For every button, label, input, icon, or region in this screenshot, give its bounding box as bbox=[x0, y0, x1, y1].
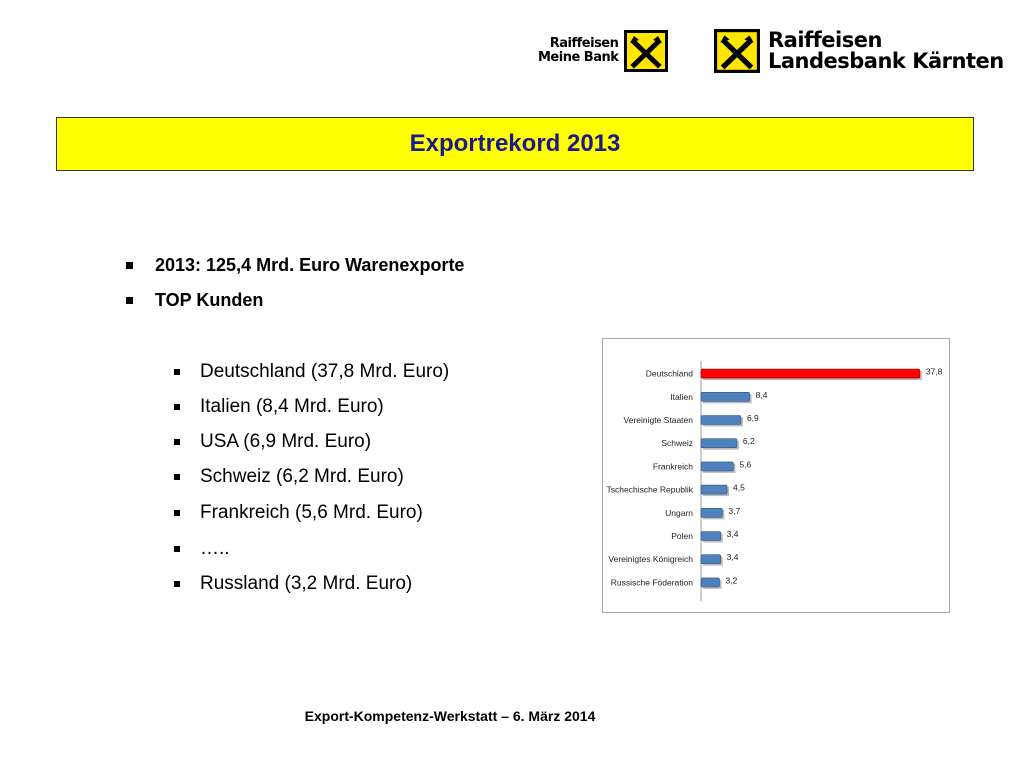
chart-bar bbox=[700, 391, 750, 402]
sub-bullet-item: Schweiz (6,2 Mrd. Euro) bbox=[174, 466, 404, 488]
chart-value-label: 3,4 bbox=[727, 552, 739, 562]
sub-bullet-item: ….. bbox=[174, 538, 230, 560]
chart-value-label: 8,4 bbox=[756, 390, 768, 400]
chart-bar bbox=[700, 554, 721, 564]
chart-bar bbox=[700, 415, 742, 425]
chart-bar bbox=[700, 438, 738, 448]
chart-category-label: Polen bbox=[671, 531, 693, 541]
bullet-square-icon bbox=[174, 404, 180, 410]
raiffeisen-gable-cross-icon bbox=[624, 30, 669, 72]
logo-text-meine-bank: Raiffeisen Meine Bank bbox=[538, 36, 619, 65]
chart-category-label: Schweiz bbox=[661, 438, 693, 448]
logo-right-line1: Raiffeisen bbox=[768, 28, 882, 52]
logo-raiffeisen-landesbank-kaernten: Raiffeisen Landesbank Kärnten bbox=[714, 28, 1004, 74]
chart-category-label: Vereinigtes Königreich bbox=[608, 554, 693, 564]
chart-value-label: 4,5 bbox=[733, 483, 745, 493]
sub-bullet-text: USA (6,9 Mrd. Euro) bbox=[200, 431, 372, 452]
chart-value-label: 3,2 bbox=[726, 575, 738, 585]
sub-bullet-text: Deutschland (37,8 Mrd. Euro) bbox=[200, 361, 450, 382]
chart-bar bbox=[700, 508, 723, 518]
sub-bullet-text: Italien (8,4 Mrd. Euro) bbox=[200, 396, 384, 417]
bullet-square-icon bbox=[174, 439, 180, 445]
logo-text-landesbank: Raiffeisen Landesbank Kärnten bbox=[768, 30, 1004, 72]
chart-category-label: Tschechische Republik bbox=[607, 485, 694, 495]
chart-category-label: Italien bbox=[670, 392, 693, 402]
sub-bullet-item: USA (6,9 Mrd. Euro) bbox=[174, 431, 371, 453]
chart-value-label: 6,2 bbox=[743, 436, 755, 446]
logo-right-line2: Landesbank Kärnten bbox=[768, 49, 1004, 73]
sub-bullet-item: Italien (8,4 Mrd. Euro) bbox=[174, 396, 384, 418]
logo-left-line1: Raiffeisen bbox=[549, 36, 619, 51]
sub-bullet-item: Frankreich (5,6 Mrd. Euro) bbox=[174, 502, 423, 524]
chart-category-label: Russische Föderation bbox=[611, 577, 693, 587]
sub-bullet-item: Deutschland (37,8 Mrd. Euro) bbox=[174, 361, 449, 383]
title-bar: Exportrekord 2013 bbox=[56, 117, 974, 171]
chart-bar bbox=[700, 531, 721, 541]
chart-bar bbox=[700, 484, 728, 495]
sub-bullet-text: Schweiz (6,2 Mrd. Euro) bbox=[200, 466, 404, 487]
raiffeisen-gable-cross-icon bbox=[714, 29, 760, 73]
bullet-square-icon bbox=[174, 474, 180, 480]
bullet-square-icon bbox=[174, 581, 180, 587]
chart-bars: Deutschland 37,8 Italien 8,4 Vereinigte Staa… bbox=[607, 367, 943, 589]
bullet-square-icon bbox=[174, 510, 180, 516]
logo-raiffeisen-meine-bank: Raiffeisen Meine Bank bbox=[538, 30, 669, 72]
export-chart: Deutschland 37,8 Italien 8,4 Vereinigte Staa… bbox=[602, 338, 950, 613]
chart-value-label: 3,4 bbox=[727, 529, 739, 539]
logo-left-line2: Meine Bank bbox=[538, 50, 619, 65]
chart-value-label: 3,7 bbox=[728, 506, 740, 516]
footer-text: Export-Kompetenz-Werkstatt – 6. März 201… bbox=[304, 708, 596, 724]
sub-bullet-item: Russland (3,2 Mrd. Euro) bbox=[174, 573, 412, 595]
bullet-square-icon bbox=[126, 262, 133, 269]
chart-bar bbox=[700, 368, 921, 379]
chart-value-label: 6,9 bbox=[747, 413, 759, 423]
chart-category-label: Ungarn bbox=[665, 508, 693, 518]
bullet-item: 2013: 125,4 Mrd. Euro Warenexporte bbox=[126, 255, 464, 276]
sub-bullet-text: Russland (3,2 Mrd. Euro) bbox=[200, 573, 413, 594]
page-title: Exportrekord 2013 bbox=[409, 130, 621, 157]
chart-value-label: 37,8 bbox=[926, 367, 943, 377]
chart-category-label: Deutschland bbox=[646, 369, 694, 379]
bullet-text: TOP Kunden bbox=[155, 290, 264, 310]
chart-category-label: Vereinigte Staaten bbox=[624, 415, 694, 425]
chart-svg: Deutschland 37,8 Italien 8,4 Vereinigte Staa… bbox=[607, 361, 943, 601]
chart-category-label: Frankreich bbox=[653, 461, 693, 471]
sub-bullet-text: ….. bbox=[200, 538, 230, 559]
chart-bar bbox=[700, 577, 720, 588]
sub-bullet-text: Frankreich (5,6 Mrd. Euro) bbox=[200, 502, 423, 523]
bullet-square-icon bbox=[174, 546, 180, 552]
chart-value-label: 5,6 bbox=[739, 459, 751, 469]
bullet-square-icon bbox=[174, 369, 180, 375]
bullet-text: 2013: 125,4 Mrd. Euro Warenexporte bbox=[155, 255, 465, 275]
chart-bar bbox=[700, 461, 734, 472]
bullet-item: TOP Kunden bbox=[126, 290, 263, 311]
bullet-square-icon bbox=[126, 297, 133, 304]
